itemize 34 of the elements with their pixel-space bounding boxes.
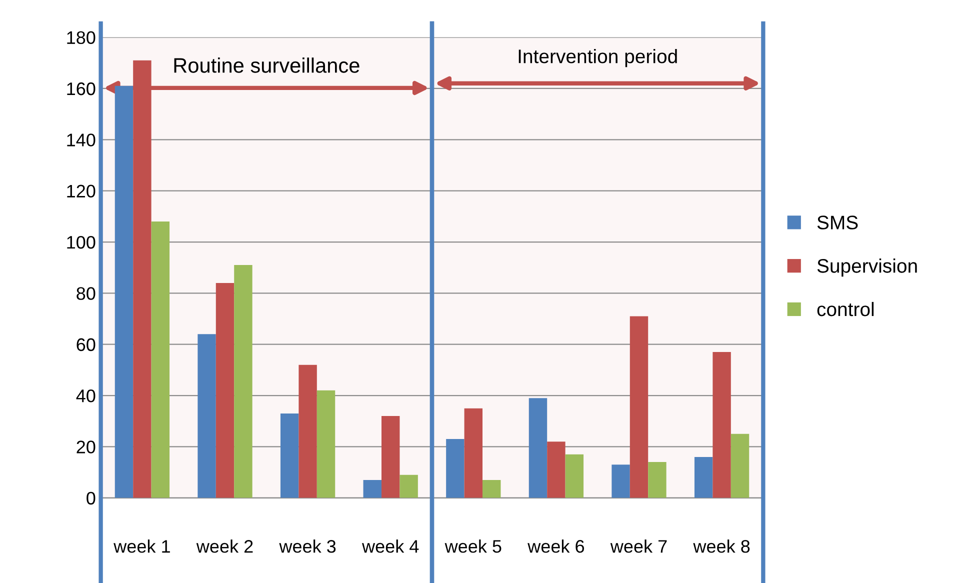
x-tick-label: week 3 (279, 540, 336, 553)
bar (446, 439, 464, 498)
y-tick-label: 100 (67, 236, 96, 249)
x-tick-label: week 1 (114, 540, 170, 553)
legend-label: SMS (817, 216, 858, 230)
y-tick-label: 20 (76, 440, 96, 454)
y-tick-label: 40 (76, 389, 96, 402)
y-tick-label: 180 (67, 31, 96, 44)
x-tick-label: week 6 (528, 540, 584, 553)
bar (648, 462, 666, 498)
y-tick-label: 60 (76, 338, 96, 352)
y-tick-label: 160 (67, 82, 96, 96)
legend-label: Supervision (817, 258, 917, 277)
bar (630, 316, 648, 498)
x-tick-label: week 4 (362, 540, 419, 553)
x-tick-label: week 5 (444, 540, 502, 553)
bar (464, 408, 483, 498)
bar (712, 352, 731, 498)
x-tick-label: week 7 (610, 540, 667, 553)
x-tick-label: week 8 (693, 540, 750, 553)
bar (528, 398, 548, 498)
bar (612, 464, 630, 498)
band-label: Intervention period (518, 48, 677, 68)
y-tick-label: 120 (67, 184, 96, 198)
bar (694, 456, 713, 498)
y-tick-label: 140 (67, 134, 96, 146)
y-tick-label: 80 (76, 287, 96, 300)
legend-label: control (817, 302, 874, 316)
x-tick-label: week 2 (196, 540, 253, 553)
y-tick-label: 0 (86, 492, 96, 505)
bar (482, 480, 501, 498)
bar (547, 442, 566, 498)
bar (730, 434, 750, 498)
bar (565, 454, 584, 498)
